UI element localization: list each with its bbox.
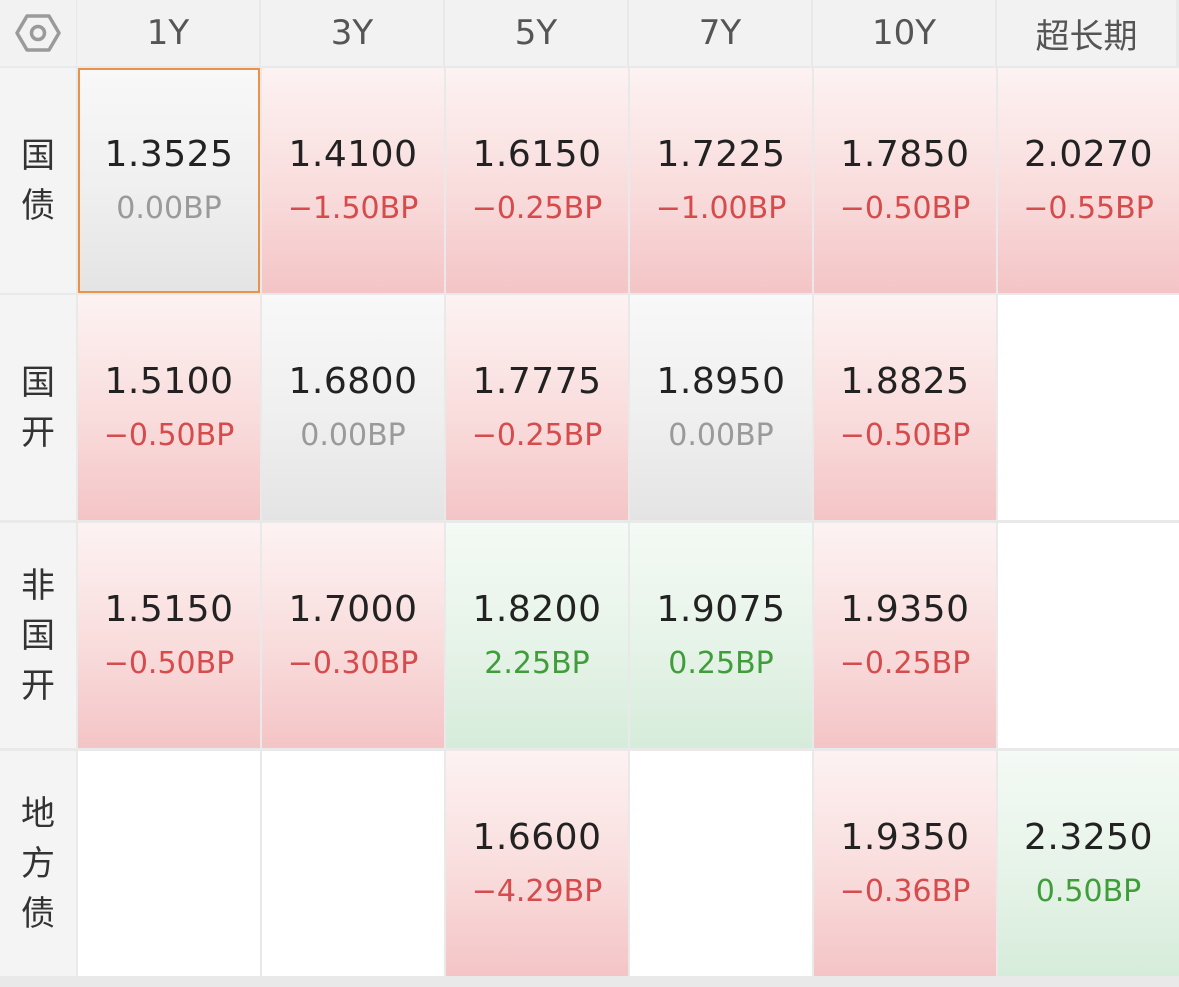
yield-cell[interactable]: 1.8950 0.00BP [630,295,812,520]
row-label-char: 开 [21,412,55,453]
column-header-7y[interactable]: 7Y [629,0,811,66]
yield-change: −4.29BP [471,873,603,909]
yield-cell[interactable]: 1.5150 −0.50BP [78,523,260,748]
yield-change: −0.50BP [839,190,971,226]
yield-cell[interactable]: 1.9350 −0.36BP [814,751,996,976]
yield-rate: 1.6150 [472,133,602,175]
yield-rate: 1.7850 [840,133,970,175]
yield-cell[interactable]: 1.6150 −0.25BP [446,68,628,293]
yield-rate: 1.7225 [656,133,786,175]
yield-change: −0.25BP [471,190,603,226]
yield-change: −0.50BP [103,645,235,681]
row-label-char: 国 [21,362,55,403]
row-label-char: 国 [21,615,55,656]
yield-cell[interactable]: 1.7775 −0.25BP [446,295,628,520]
yield-cell[interactable]: 1.6600 −4.29BP [446,751,628,976]
yield-cell[interactable]: 2.0270 −0.55BP [998,68,1179,293]
row-label-char: 地 [21,793,55,834]
column-header-3y[interactable]: 3Y [261,0,443,66]
yield-change: −1.50BP [287,190,419,226]
settings-button[interactable] [0,0,76,66]
yield-cell[interactable]: 1.5100 −0.50BP [78,295,260,520]
yield-rate: 1.8825 [840,360,970,402]
yield-change: 0.00BP [668,417,774,453]
yield-change: −0.25BP [471,417,603,453]
row-label-text: 非国开 [18,561,58,711]
yield-cell[interactable]: 2.3250 0.50BP [998,751,1179,976]
yield-rate: 2.3250 [1024,816,1153,858]
settings-hexagon-icon [15,14,61,52]
yield-change: −0.50BP [839,417,971,453]
yield-change: 0.00BP [116,190,222,226]
column-header-5y[interactable]: 5Y [445,0,627,66]
row-label-char: 开 [21,665,55,706]
row-label-text: 国开 [18,358,58,458]
yield-cell[interactable]: 1.8825 −0.50BP [814,295,996,520]
yield-rate: 1.5100 [104,360,234,402]
yield-rate: 1.9350 [840,816,970,858]
yield-cell[interactable]: 1.4100 −1.50BP [262,68,444,293]
yield-change: 0.00BP [300,417,406,453]
yield-cell[interactable]: 1.3525 0.00BP [78,68,260,293]
column-header-超长期[interactable]: 超长期 [997,0,1176,66]
yield-change: −0.55BP [1023,190,1154,226]
yield-cell[interactable]: 1.7225 −1.00BP [630,68,812,293]
yield-rate: 1.7775 [472,360,602,402]
yield-rate: 1.8950 [656,360,786,402]
row-label-char: 方 [21,843,55,884]
yield-cell[interactable]: 1.9075 0.25BP [630,523,812,748]
yield-change: 2.25BP [484,645,590,681]
yield-cell[interactable]: 1.6800 0.00BP [262,295,444,520]
column-header-1y[interactable]: 1Y [77,0,259,66]
yield-change: −0.36BP [839,873,971,909]
yield-rate: 2.0270 [1024,133,1153,175]
yield-change: −0.25BP [839,645,971,681]
empty-cell [630,751,812,976]
empty-cell [78,751,260,976]
yield-rate: 1.9350 [840,588,970,630]
yield-change: −1.00BP [655,190,787,226]
yield-change: −0.30BP [287,645,419,681]
yield-cell[interactable]: 1.7850 −0.50BP [814,68,996,293]
yield-rate: 1.9075 [656,588,786,630]
yield-cell[interactable]: 1.8200 2.25BP [446,523,628,748]
row-label-char: 非 [21,565,55,606]
empty-cell [998,523,1179,748]
row-label-char: 债 [21,893,55,934]
yield-rate: 1.6800 [288,360,418,402]
row-label: 国开 [0,295,76,520]
row-label-text: 地方债 [18,789,58,939]
row-label-text: 国债 [18,131,58,231]
row-label: 地方债 [0,751,76,976]
yield-change: 0.50BP [1035,873,1142,909]
yield-rate: 1.3525 [104,133,234,175]
yield-rate: 1.5150 [104,588,234,630]
empty-cell [262,751,444,976]
yield-cell[interactable]: 1.9350 −0.25BP [814,523,996,748]
row-label-char: 国 [21,135,55,176]
row-label: 非国开 [0,523,76,748]
yield-rate: 1.6600 [472,816,602,858]
yield-cell[interactable]: 1.7000 −0.30BP [262,523,444,748]
yield-change: −0.50BP [103,417,235,453]
yield-rate: 1.8200 [472,588,602,630]
column-header-10y[interactable]: 10Y [813,0,995,66]
row-label: 国债 [0,68,76,293]
yield-rate: 1.4100 [288,133,418,175]
yield-rate: 1.7000 [288,588,418,630]
yield-change: 0.25BP [668,645,774,681]
empty-cell [998,295,1179,520]
row-label-char: 债 [21,185,55,226]
